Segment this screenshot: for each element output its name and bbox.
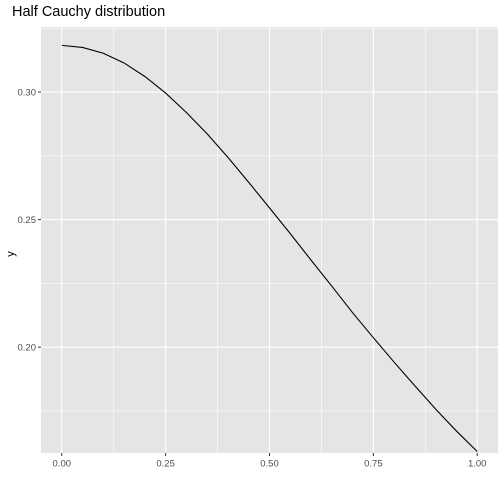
x-tick-label-3: 0.75 (364, 459, 383, 470)
y-tick-label-2: 0.30 (18, 87, 37, 98)
y-axis-label: y (5, 251, 17, 257)
x-tick-label-0: 0.00 (53, 459, 72, 470)
x-tick-label-4: 1.00 (468, 459, 487, 470)
major-grid (41, 27, 498, 453)
y-tick-label-1: 0.25 (18, 215, 37, 226)
y-tick-label-0: 0.20 (18, 342, 37, 353)
x-tick-label-1: 0.25 (156, 459, 175, 470)
series-line (61, 44, 478, 452)
x-axis-ticks: 0.00 0.25 0.50 0.75 1.00 (53, 453, 487, 470)
x-tick-label-2: 0.50 (260, 459, 279, 470)
y-axis-ticks: 0.20 0.25 0.30 (18, 87, 41, 353)
chart-title: Half Cauchy distribution (12, 4, 165, 20)
